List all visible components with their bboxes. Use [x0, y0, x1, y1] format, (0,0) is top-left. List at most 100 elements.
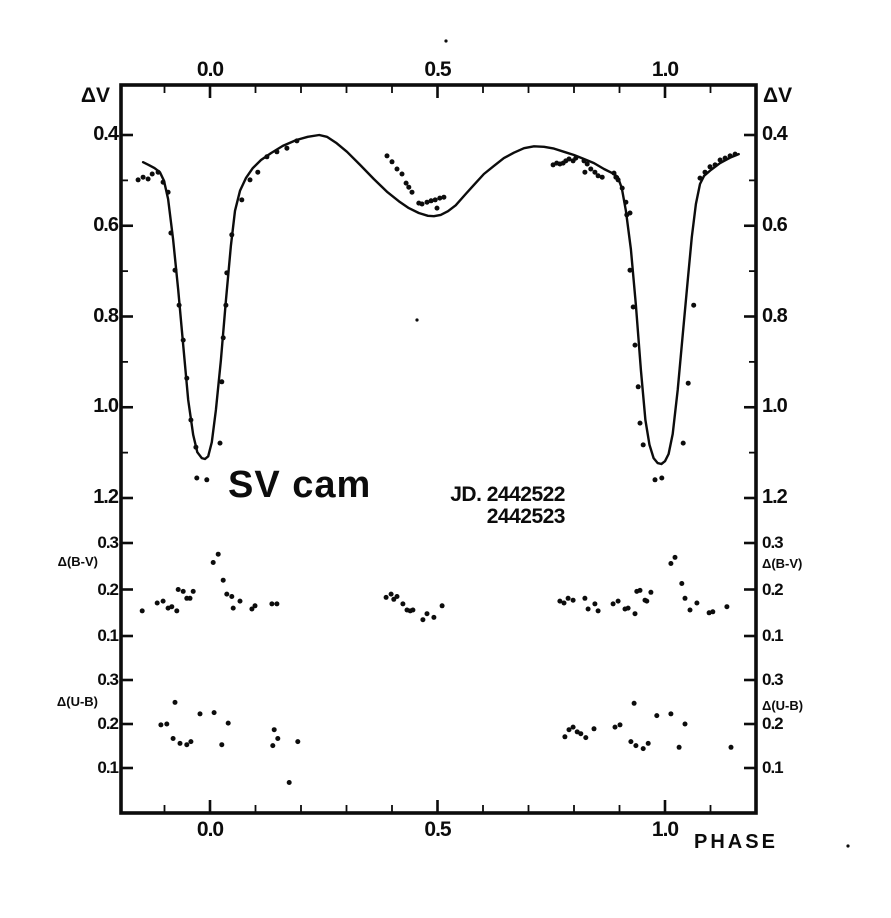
v-tick-label-left: 0.4 — [93, 123, 119, 145]
v-data-point — [188, 417, 194, 423]
ub-tick-label-right: 0.2 — [762, 714, 784, 733]
v-data-point — [623, 199, 629, 205]
bv-data-point — [420, 617, 426, 623]
bv-data-point — [668, 561, 674, 566]
ub-data-point — [164, 721, 170, 727]
bv-data-point — [570, 597, 576, 603]
plot-frame — [119, 83, 758, 815]
bv-data-point — [557, 598, 563, 604]
v-data-point — [419, 201, 425, 207]
bv-data-point — [632, 611, 638, 617]
ub-data-point — [628, 739, 634, 745]
v-data-point — [184, 375, 190, 381]
v-data-point — [732, 151, 738, 157]
bv-data-point — [169, 604, 175, 610]
ub-data-point — [631, 700, 637, 706]
ub-data-point — [271, 727, 277, 733]
v-data-point — [223, 302, 229, 308]
top-axis-tick-label: 1.0 — [651, 58, 679, 81]
v-data-point — [204, 477, 210, 483]
ub-data-point — [578, 731, 584, 737]
bv-data-point — [682, 595, 688, 601]
bv-data-point — [561, 600, 567, 606]
v-tick-label-left: 0.6 — [93, 213, 119, 236]
bv-data-point — [229, 594, 235, 599]
ub-data-point — [562, 734, 568, 740]
ub-data-point — [682, 721, 688, 727]
v-data-point — [595, 173, 601, 179]
bv-data-point — [224, 591, 230, 597]
scan-speck — [846, 844, 850, 848]
bv-tick-label-left: 0.2 — [97, 579, 119, 599]
bottom-axis-tick-label: 0.0 — [196, 818, 224, 841]
ub-tick-label-right: 0.1 — [762, 758, 784, 777]
v-model-light-curve — [141, 133, 740, 466]
bv-data-point — [610, 601, 616, 607]
bv-tick-label-right: 0.2 — [762, 579, 784, 599]
jd-line-2: 2442523 — [486, 505, 566, 528]
ub-data-point — [295, 739, 301, 745]
v-data-point — [149, 171, 155, 177]
julian-date-annotation: JD. 2442522 2442523 — [424, 484, 565, 528]
v-data-point — [399, 171, 405, 177]
bv-data-point — [625, 605, 631, 611]
bv-data-point — [187, 595, 193, 601]
scan-speck — [415, 318, 419, 322]
delta-v-axis-label-left: ΔV — [80, 84, 110, 107]
ub-data-point — [617, 722, 623, 728]
bv-data-point — [615, 598, 621, 604]
bv-data-point — [274, 601, 280, 607]
v-data-point — [632, 342, 638, 348]
bv-tick-label-right: 0.3 — [762, 533, 784, 552]
v-data-point — [220, 335, 226, 341]
v-tick-label-left: 1.2 — [93, 486, 119, 508]
bv-data-point — [269, 601, 275, 607]
v-data-point — [165, 189, 171, 195]
v-tick-label-left: 0.8 — [93, 304, 119, 327]
bv-data-point — [724, 604, 730, 610]
v-data-point — [140, 174, 146, 180]
v-data-point — [219, 379, 225, 385]
ub-data-point — [197, 711, 203, 717]
v-data-point — [432, 197, 438, 203]
v-data-point — [229, 232, 235, 238]
bv-tick-label-left: 0.1 — [97, 626, 119, 645]
v-data-point — [635, 384, 641, 390]
v-data-point — [637, 420, 643, 426]
ub-data-point — [676, 744, 682, 750]
v-data-point — [255, 169, 261, 175]
v-tick-label-right: 1.2 — [762, 486, 788, 508]
v-data-point — [611, 170, 617, 176]
v-data-point — [284, 145, 290, 151]
bv-data-point — [644, 598, 650, 604]
v-data-point — [712, 162, 718, 168]
ub-data-point — [211, 710, 217, 716]
bv-data-point — [565, 595, 571, 601]
bv-data-point — [637, 587, 643, 593]
v-data-point — [394, 166, 400, 172]
bv-tick-label-left: 0.3 — [97, 533, 119, 552]
v-data-point — [627, 267, 633, 273]
bottom-axis-tick-label: 1.0 — [651, 818, 679, 841]
bv-data-point — [672, 554, 678, 560]
v-data-point — [584, 161, 590, 167]
bv-data-point — [237, 598, 243, 604]
delta-bv-axis-label-right: Δ(B-V) — [762, 556, 803, 571]
v-tick-label-right: 0.8 — [762, 304, 788, 327]
v-data-point — [615, 177, 621, 183]
bv-data-point — [710, 609, 716, 615]
ub-data-point — [225, 720, 231, 726]
v-data-point — [680, 440, 686, 446]
v-data-point — [691, 302, 697, 308]
delta-ub-axis-label-left: Δ(U-B) — [56, 694, 98, 709]
bv-data-point — [694, 600, 700, 606]
ub-tick-label-left: 0.2 — [97, 714, 119, 733]
ub-data-point — [172, 699, 178, 705]
v-data-point — [409, 189, 415, 195]
v-data-point — [145, 176, 151, 182]
v-data-point — [624, 212, 630, 218]
v-data-point — [424, 199, 430, 205]
v-tick-label-right: 1.0 — [762, 395, 788, 418]
bv-data-point — [400, 601, 406, 607]
